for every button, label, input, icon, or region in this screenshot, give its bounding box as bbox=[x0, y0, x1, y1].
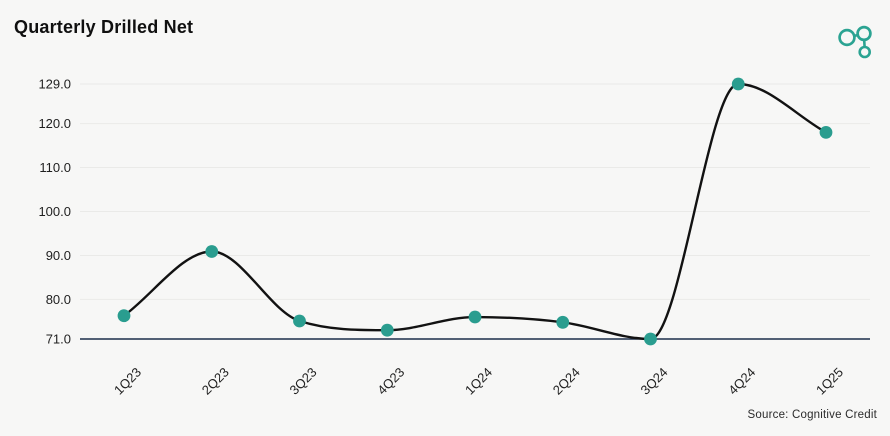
data-point-1Q25 bbox=[819, 125, 833, 139]
y-tick-label: 100.0 bbox=[38, 204, 71, 219]
y-tick-label: 110.0 bbox=[39, 160, 71, 175]
data-point-4Q23 bbox=[380, 323, 394, 337]
data-point-1Q24 bbox=[468, 310, 482, 324]
x-tick-label: 1Q25 bbox=[813, 365, 846, 398]
x-tick-label: 1Q23 bbox=[111, 365, 144, 398]
logo-connector-horizontal bbox=[853, 33, 859, 38]
y-tick-label: 90.0 bbox=[46, 248, 71, 263]
logo-circle-top bbox=[856, 25, 872, 42]
x-tick-label: 2Q23 bbox=[199, 365, 232, 398]
line-series bbox=[122, 82, 828, 341]
y-tick-label: 80.0 bbox=[46, 292, 71, 307]
y-tick-label: 129.0 bbox=[38, 77, 71, 92]
x-tick-label: 1Q24 bbox=[462, 365, 495, 398]
x-tick-label: 2Q24 bbox=[550, 365, 583, 398]
data-point-2Q24 bbox=[556, 315, 570, 329]
source-attribution: Source: Cognitive Credit bbox=[747, 409, 877, 421]
data-point-3Q24 bbox=[644, 332, 657, 346]
data-point-4Q24 bbox=[731, 77, 745, 91]
chart-title: Quarterly Drilled Net bbox=[14, 17, 194, 37]
data-point-2Q23 bbox=[205, 245, 219, 258]
y-tick-label: 120.0 bbox=[38, 116, 71, 131]
x-tick-label: 4Q23 bbox=[374, 365, 407, 398]
x-tick-label: 3Q23 bbox=[287, 365, 320, 398]
logo-circle-small bbox=[858, 45, 872, 59]
y-tick-label: 71.0 bbox=[46, 332, 71, 347]
x-tick-label: 4Q24 bbox=[725, 365, 758, 398]
data-point-1Q23 bbox=[117, 309, 131, 323]
data-point-3Q23 bbox=[293, 314, 306, 328]
x-tick-label: 3Q24 bbox=[638, 365, 671, 398]
cognitive-credit-logo bbox=[838, 25, 872, 59]
logo-circle-large bbox=[838, 28, 856, 47]
